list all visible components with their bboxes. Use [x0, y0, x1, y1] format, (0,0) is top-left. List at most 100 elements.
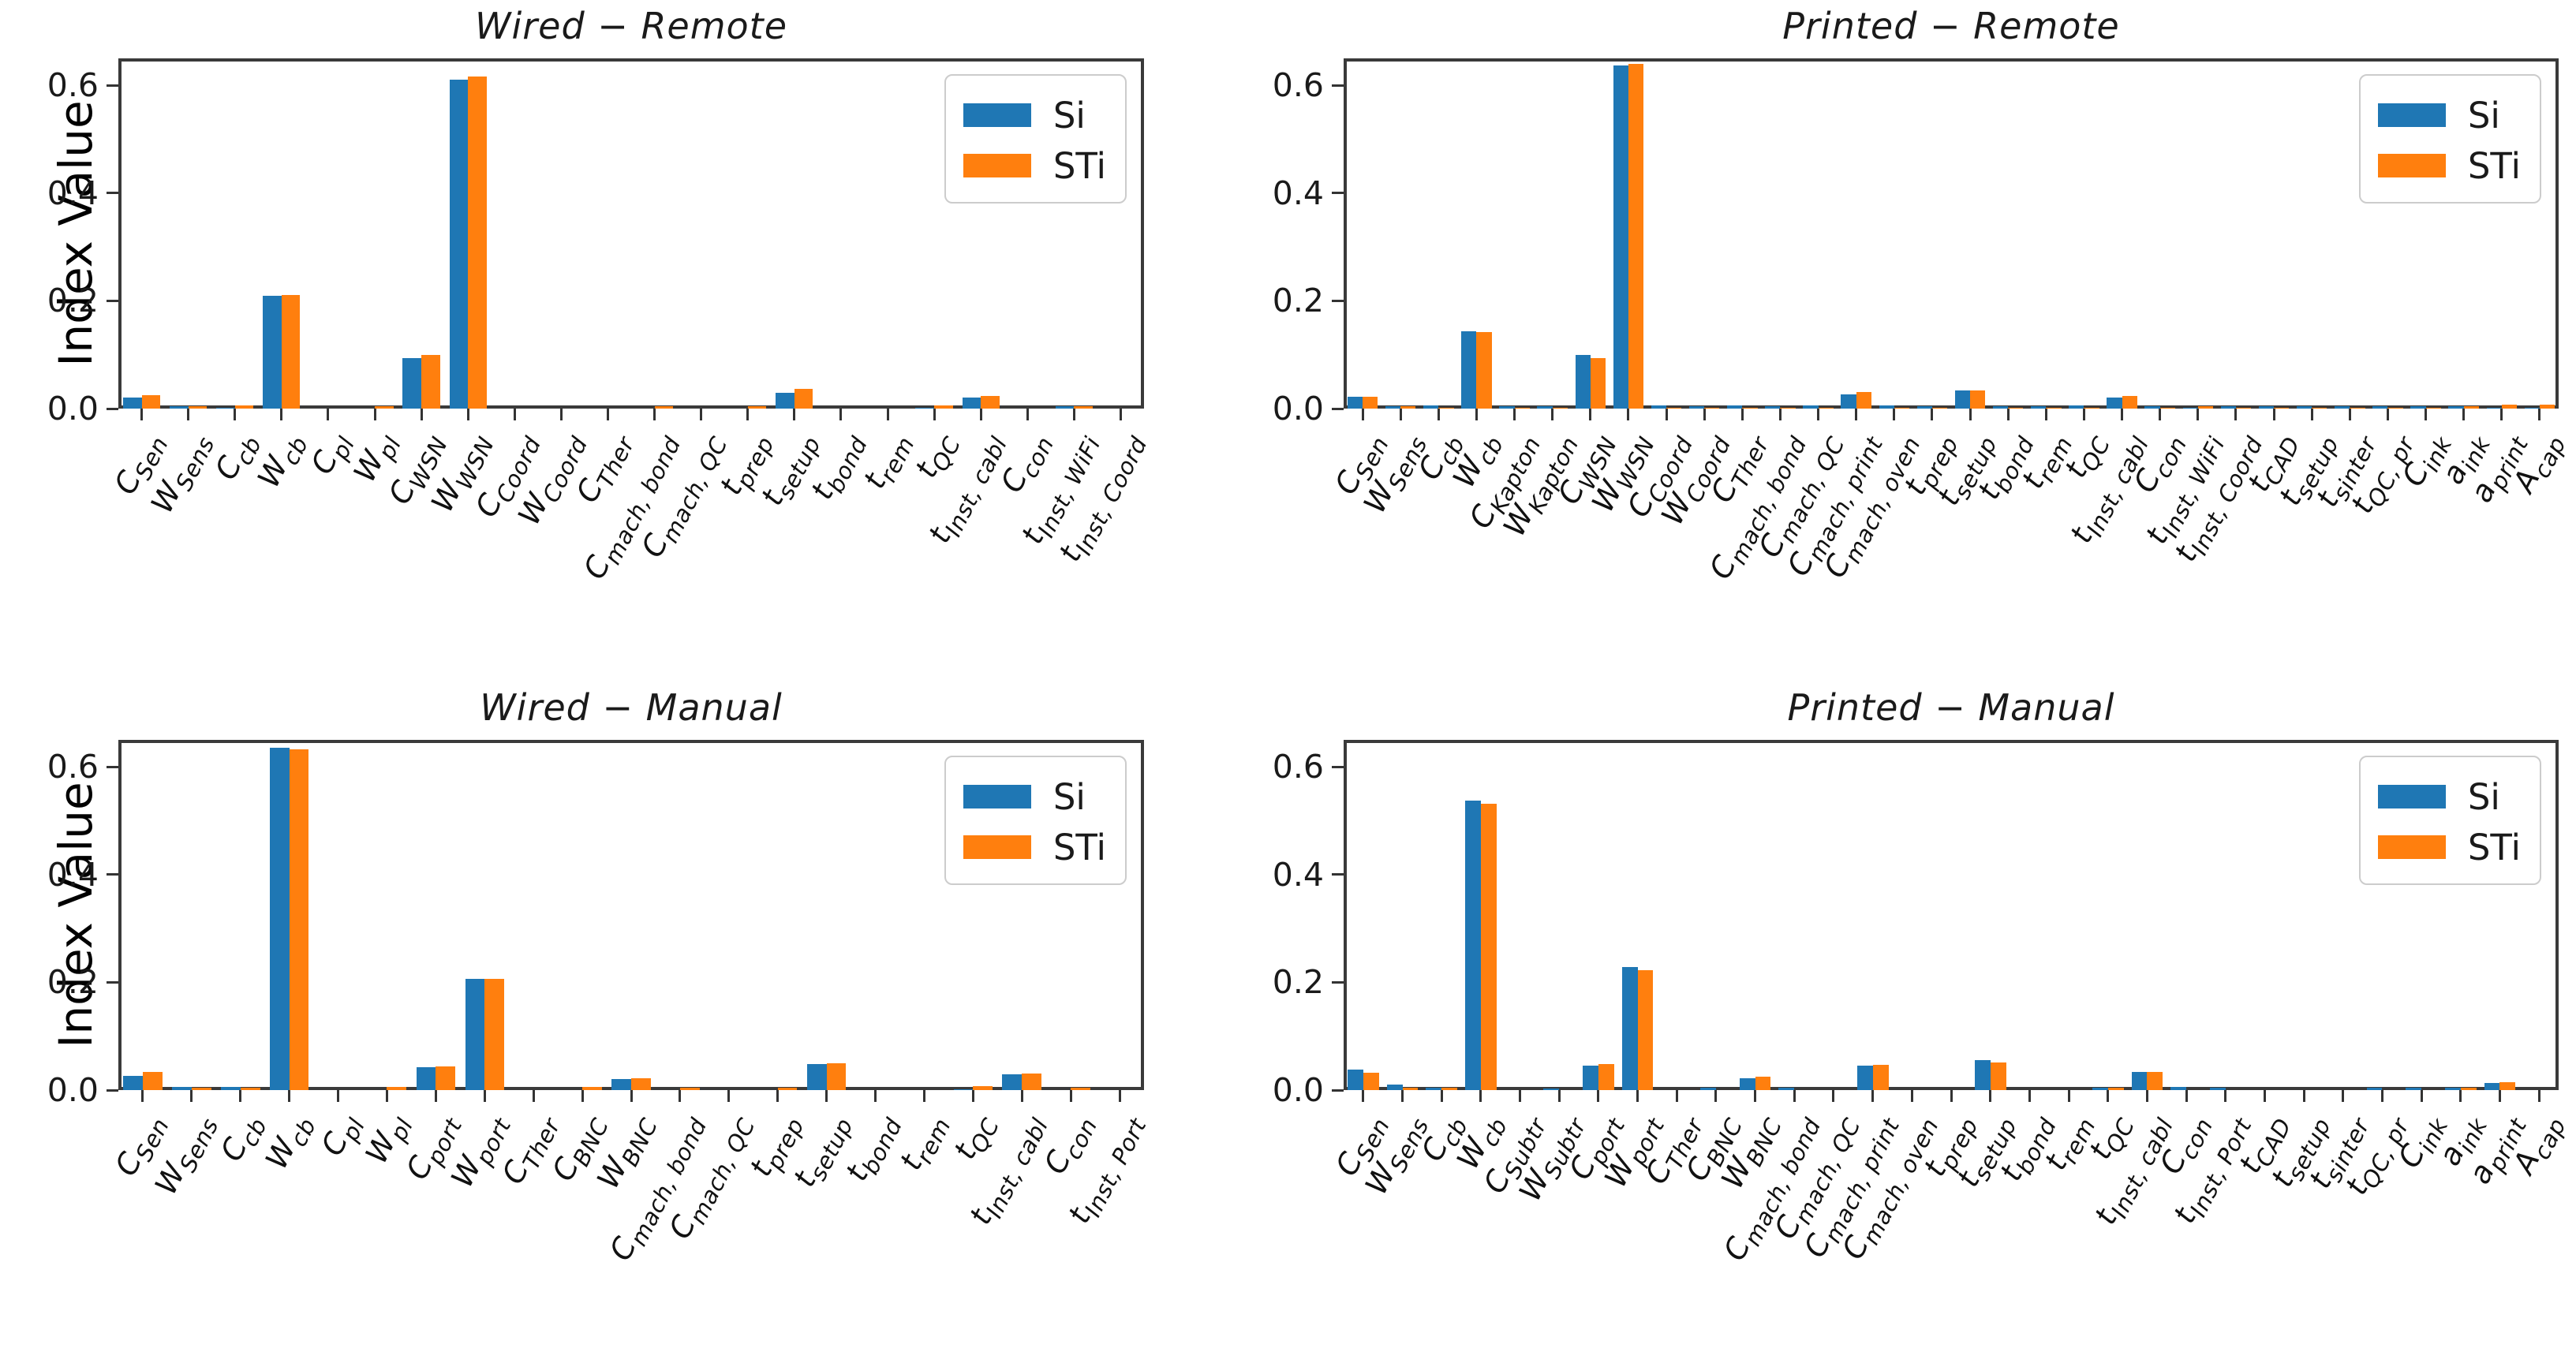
bar-sti	[1818, 407, 1834, 409]
x-tick-mark	[1069, 1090, 1072, 1102]
bar-sti	[1666, 407, 1682, 409]
legend-label: Si	[2467, 94, 2500, 136]
bar-sti	[2425, 407, 2441, 409]
x-tick-mark	[2537, 1090, 2540, 1102]
legend-item-si: Si	[963, 90, 1106, 140]
x-tick-mark	[746, 409, 750, 420]
x-tick-mark	[2044, 409, 2047, 420]
bar-sti	[1742, 407, 1758, 409]
bar-sti	[1476, 332, 1492, 409]
bar-sti	[2159, 407, 2175, 409]
bar-si	[1992, 406, 2009, 409]
x-tick-mark	[922, 1090, 925, 1102]
bar-sti	[142, 1071, 163, 1090]
legend-label: Si	[2467, 775, 2500, 818]
bar-si	[1765, 405, 1781, 409]
x-tick-mark	[1778, 409, 1782, 420]
x-tick-label: Wcb	[251, 426, 313, 496]
y-tick-label: 0.0	[47, 390, 99, 428]
bar-si	[2182, 407, 2198, 409]
bar-si	[2107, 397, 2122, 409]
x-tick-mark	[2420, 1090, 2423, 1102]
bar-sti	[1990, 1062, 2006, 1090]
y-tick-label: 0.4	[47, 855, 99, 894]
x-tick-mark	[373, 409, 376, 420]
bar-sti	[1514, 407, 1530, 409]
bar-si	[216, 407, 235, 409]
bar-si	[221, 1086, 241, 1090]
x-tick-mark	[1832, 1090, 1835, 1102]
bar-sti	[1074, 405, 1093, 409]
x-tick-mark	[1968, 409, 1972, 420]
bar-sti	[484, 979, 505, 1090]
bar-si	[449, 80, 469, 409]
bar-sti	[1628, 63, 1644, 409]
bar-si	[611, 1079, 631, 1090]
legend-item-sti: STi	[963, 140, 1106, 191]
y-tick-label: 0.6	[1272, 748, 1324, 786]
bar-sti	[1970, 390, 1986, 409]
x-tick-mark	[2302, 1090, 2305, 1102]
x-tick-label: trem	[856, 426, 919, 497]
bar-si	[1916, 405, 1932, 409]
x-tick-mark	[1551, 409, 1554, 420]
x-tick-mark	[1931, 409, 1934, 420]
plot-area	[1344, 740, 2559, 1090]
bar-sti	[973, 1086, 993, 1090]
bar-sti	[981, 395, 1000, 409]
x-tick-mark	[280, 409, 283, 420]
y-tick-mark	[107, 1089, 118, 1092]
x-tick-mark	[466, 409, 469, 420]
bar-si	[2296, 405, 2312, 409]
x-tick-mark	[337, 1090, 340, 1102]
bar-sti	[1872, 1064, 1889, 1090]
bar-sti	[436, 1066, 456, 1090]
x-tick-mark	[532, 1090, 535, 1102]
legend: Si STi	[944, 756, 1127, 885]
legend-label: Si	[1052, 94, 1086, 136]
bar-sti	[1780, 407, 1796, 409]
bar-sti	[1400, 406, 1416, 409]
bar-si	[1499, 405, 1515, 409]
legend-swatch-sti	[963, 835, 1031, 859]
legend-item-sti: STi	[2377, 822, 2521, 872]
bar-si	[2410, 406, 2426, 409]
bar-si	[123, 1075, 143, 1090]
x-tick-mark	[2380, 1090, 2383, 1102]
chart-panel-wired-manual: Wired − Manual Index Value 0.0 0.2 0.4 0.6 CSe…	[0, 682, 1288, 1363]
y-tick-mark	[1332, 980, 1344, 984]
x-tick-mark	[1793, 1090, 1796, 1102]
x-tick-mark	[190, 1090, 193, 1102]
bar-sti	[582, 1086, 602, 1090]
x-tick-mark	[1950, 1090, 1953, 1102]
x-tick-mark	[793, 409, 796, 420]
bar-si	[1575, 354, 1591, 409]
x-tick-mark	[1754, 1090, 1757, 1102]
bar-si	[962, 398, 981, 409]
bar-si	[2220, 406, 2236, 409]
x-tick-mark	[2234, 409, 2238, 420]
bar-sti	[1402, 1088, 1419, 1090]
bar-sti	[234, 405, 254, 409]
x-tick-mark	[1597, 1090, 1600, 1102]
x-tick-mark	[385, 1090, 388, 1102]
x-tick-mark	[1665, 409, 1668, 420]
bar-si	[2484, 1083, 2500, 1090]
bar-si	[2131, 1072, 2148, 1090]
x-tick-mark	[1440, 1090, 1443, 1102]
y-tick-label: 0.6	[47, 66, 99, 105]
bar-sti	[1704, 407, 1720, 409]
x-tick-mark	[327, 409, 330, 420]
bar-si	[806, 1064, 827, 1090]
bar-si	[953, 1089, 974, 1090]
x-tick-mark	[1026, 409, 1029, 420]
bar-si	[915, 407, 935, 409]
x-tick-mark	[1072, 409, 1075, 420]
bar-sti	[1363, 396, 1378, 409]
x-tick-mark	[679, 1090, 682, 1102]
bar-sti	[1755, 1076, 1771, 1090]
x-tick-mark	[2263, 1090, 2266, 1102]
bar-sti	[2499, 1082, 2516, 1090]
bar-si	[1803, 405, 1819, 409]
x-tick-mark	[933, 409, 936, 420]
